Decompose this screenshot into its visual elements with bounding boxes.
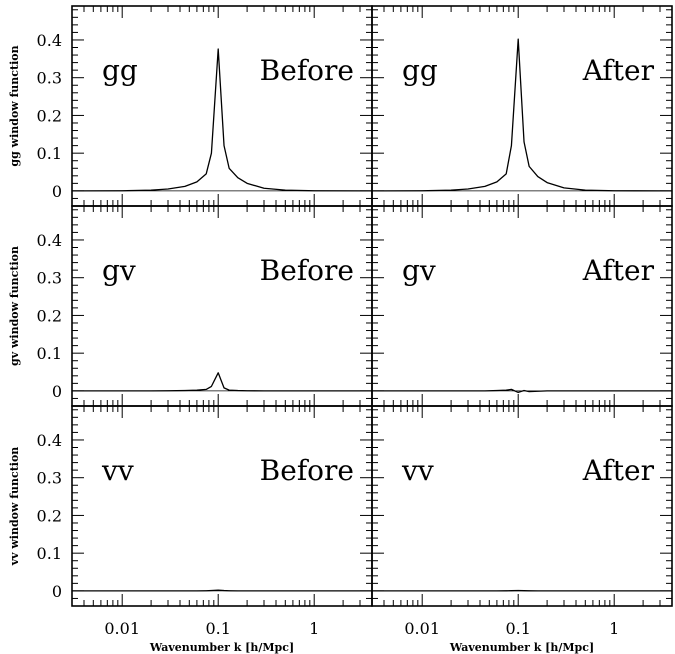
gv-ytick-label: 0.2	[37, 306, 62, 325]
vv-ytick-label: 0.1	[37, 544, 62, 563]
gv-before-curve	[72, 372, 372, 392]
vv-ytick-label: 0.3	[37, 469, 62, 488]
gg-ylabel: gg window function	[8, 45, 21, 166]
gv-after-frame	[371, 205, 673, 407]
before-xtick-label: 0.1	[205, 619, 230, 638]
gv-ylabel: gv window function	[8, 246, 21, 366]
gg-ytick-label: 0.3	[37, 69, 62, 88]
gv-after-column-label: After	[582, 254, 655, 287]
gg-before-column-label: Before	[260, 54, 354, 87]
gv-after-curve	[372, 388, 672, 394]
after-xtick-label: 0.1	[505, 619, 530, 638]
vv-ylabel: vv window function	[8, 447, 21, 567]
gg-ytick-label: 0.2	[37, 106, 62, 125]
gv-before-frame	[71, 205, 373, 407]
before-xlabel: Wavenumber k [h/Mpc]	[149, 641, 294, 654]
gg-ytick-label: 0.1	[37, 144, 62, 163]
gg-before-row-label: gg	[102, 54, 138, 87]
gv-after-row-label: gv	[402, 254, 436, 287]
gg-after-column-label: After	[582, 54, 655, 87]
gv-before-row-label: gv	[102, 254, 136, 287]
gg-after-row-label: gg	[402, 54, 438, 87]
vv-before-column-label: Before	[260, 454, 354, 487]
gv-ytick-label: 0.1	[37, 344, 62, 363]
gg-ytick-label: 0	[52, 182, 62, 201]
vv-ytick-label: 0.4	[37, 431, 62, 450]
vv-after-row-label: vv	[401, 454, 434, 487]
gv-before-column-label: Before	[260, 254, 354, 287]
gg-ytick-label: 0.4	[37, 31, 62, 50]
vv-after-frame	[371, 405, 673, 607]
after-xtick-label: 1	[609, 619, 619, 638]
vv-ytick-label: 0	[52, 582, 62, 601]
vv-before-row-label: vv	[101, 454, 134, 487]
gv-ytick-label: 0	[52, 382, 62, 401]
vv-ytick-label: 0.2	[37, 506, 62, 525]
after-xlabel: Wavenumber k [h/Mpc]	[449, 641, 594, 654]
gv-ytick-label: 0.3	[37, 269, 62, 288]
vv-before-curve	[72, 589, 372, 592]
vv-after-column-label: After	[582, 454, 655, 487]
gv-ytick-label: 0.4	[37, 231, 62, 250]
before-xtick-label: 0.01	[104, 619, 140, 638]
gg-before-curve	[71, 48, 373, 192]
before-xtick-label: 1	[309, 619, 319, 638]
after-xtick-label: 0.01	[404, 619, 440, 638]
gg-after-curve	[371, 38, 673, 192]
vv-before-frame	[71, 405, 373, 607]
